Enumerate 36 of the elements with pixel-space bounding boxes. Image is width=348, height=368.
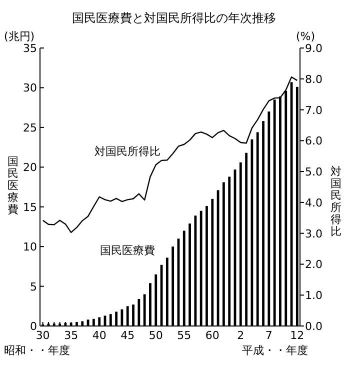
y2-tick-label: 7.0 <box>305 104 322 117</box>
y-tick-label: 10 <box>23 240 37 254</box>
x-tick-label: 45 <box>120 329 135 342</box>
text: 昭和・・年度 <box>4 344 70 357</box>
y2-axis-title: 対国民所得比 <box>330 165 342 238</box>
text: 平成・・年度 <box>242 344 308 357</box>
y-tick-label: 35 <box>23 42 37 55</box>
y-tick-label: 20 <box>23 161 37 174</box>
x-tick-label: 35 <box>64 329 78 342</box>
y-axis-title: 国民医療費 <box>8 155 18 216</box>
y2-tick-label: 6.0 <box>305 134 322 148</box>
x-tick-label: 40 <box>92 329 106 342</box>
y2-tick-label: 0.0 <box>305 320 322 333</box>
y2-tick-label: 2.0 <box>305 258 322 272</box>
x-tick-label: 12 <box>290 329 304 342</box>
text: (兆円) <box>4 30 35 43</box>
series-label: 対国民所得比 <box>94 145 161 158</box>
text: (%) <box>296 30 316 43</box>
y-tick-label: 30 <box>23 82 37 95</box>
y2-tick-label: 3.0 <box>305 227 322 240</box>
x-tick-label: 50 <box>148 329 163 342</box>
y2-tick-label: 8.0 <box>305 72 322 86</box>
x-tick-label: 2 <box>237 329 244 342</box>
y-tick-label: 0 <box>30 320 37 333</box>
chart-title: 国民医療費と対国民所得比の年次推移 <box>72 11 276 25</box>
y-tick-label: 25 <box>23 121 37 134</box>
y2-tick-label: 4.0 <box>305 196 322 210</box>
y2-tick-label: 9.0 <box>305 42 322 55</box>
y2-tick-label: 5.0 <box>305 166 322 179</box>
x-tick-label: 7 <box>265 329 272 342</box>
y2-tick-label: 1.0 <box>305 289 322 302</box>
series-label: 国民医療費 <box>100 244 156 257</box>
y-tick-label: 15 <box>23 200 37 214</box>
y-tick-label: 5 <box>30 280 37 294</box>
x-tick-label: 60 <box>205 329 220 342</box>
x-tick-label: 55 <box>177 329 192 342</box>
